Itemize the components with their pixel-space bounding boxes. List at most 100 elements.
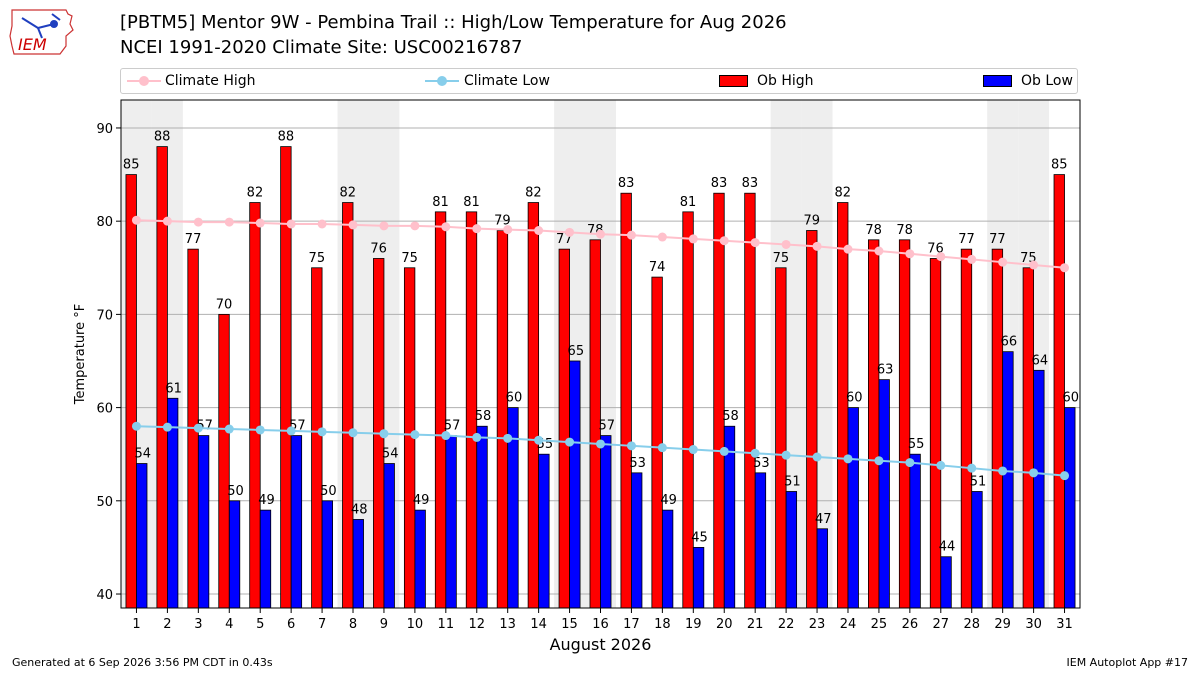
x-tick-label: 26 <box>902 617 919 632</box>
ob-low-label: 64 <box>1032 353 1049 368</box>
climate-low-point <box>162 422 172 432</box>
ob-low-bar <box>940 556 952 609</box>
climate-high-point <box>874 246 884 256</box>
climate-low-point <box>193 423 203 433</box>
y-tick-label: 60 <box>96 402 113 417</box>
iem-logo: IEM <box>9 9 74 55</box>
ob-high-label: 79 <box>494 213 511 228</box>
climate-high-point <box>410 221 420 231</box>
ob-low-label: 66 <box>1001 335 1018 350</box>
chart-title: [PBTM5] Mentor 9W - Pembina Trail :: Hig… <box>120 12 787 33</box>
legend-climate-high-label: Climate High <box>165 73 256 89</box>
ob-high-bar <box>496 230 509 609</box>
ob-low-label: 53 <box>753 456 770 471</box>
ob-high-label: 83 <box>711 176 728 191</box>
x-tick-label: 21 <box>747 617 764 632</box>
ob-high-label: 83 <box>742 176 759 191</box>
ob-low-label: 48 <box>351 502 368 517</box>
ob-high-label: 77 <box>185 232 202 247</box>
climate-low-point <box>224 424 234 434</box>
climate-low-point <box>874 456 884 466</box>
ob-high-label: 77 <box>958 232 975 247</box>
ob-high-label: 82 <box>247 186 264 201</box>
climate-high-point <box>596 229 605 239</box>
ob-low-label: 57 <box>444 419 461 434</box>
x-tick-label: 7 <box>318 617 326 632</box>
ob-low-bar <box>538 453 550 609</box>
ob-low-label: 60 <box>846 391 863 406</box>
ob-high-label: 78 <box>865 223 882 238</box>
ob-low-bar <box>228 500 241 609</box>
x-tick-label: 18 <box>654 617 671 632</box>
ob-high-label: 82 <box>339 186 356 201</box>
x-tick-label: 3 <box>194 617 202 632</box>
ob-low-label: 61 <box>165 381 182 396</box>
ob-high-bar <box>744 192 756 609</box>
ob-low-label: 55 <box>908 437 925 452</box>
climate-low-point <box>688 445 698 455</box>
ob-low-label: 58 <box>722 409 739 424</box>
generated-timestamp: Generated at 6 Sep 2026 3:56 PM CDT in 0… <box>12 656 273 669</box>
ob-low-bar <box>569 360 581 609</box>
climate-low-point <box>750 448 760 458</box>
climate-low-point <box>1029 468 1039 478</box>
climate-low-point <box>967 463 977 473</box>
ob-high-label: 81 <box>432 195 449 210</box>
chart-legend: Climate High Climate Low Ob High Ob Low <box>120 68 1078 94</box>
climate-low-point <box>503 433 513 443</box>
ob-low-label: 58 <box>475 409 492 424</box>
ob-low-bar <box>692 547 705 609</box>
weather-station-icon <box>21 13 61 39</box>
ob-high-label: 88 <box>154 130 171 145</box>
x-tick-label: 17 <box>623 617 640 632</box>
x-tick-label: 14 <box>530 617 547 632</box>
x-tick-label: 22 <box>778 617 795 632</box>
ob-low-label: 50 <box>227 484 244 499</box>
ob-low-bar <box>754 472 767 609</box>
climate-low-point <box>719 446 729 456</box>
climate-high-point <box>286 219 296 229</box>
ob-high-label: 79 <box>804 213 821 228</box>
ob-high-bar <box>156 146 168 609</box>
ob-low-label: 60 <box>506 391 523 406</box>
x-tick-label: 10 <box>407 617 424 632</box>
climate-high-point <box>131 215 141 225</box>
climate-low-point <box>998 466 1008 476</box>
climate-high-point <box>967 254 977 264</box>
climate-high-point <box>812 241 822 251</box>
ob-low-label: 57 <box>598 419 615 434</box>
legend-ob-low-label: Ob Low <box>1021 73 1073 89</box>
ob-high-bar <box>125 174 137 609</box>
x-tick-label: 4 <box>225 617 233 632</box>
climate-high-point <box>503 225 513 235</box>
climate-high-point <box>441 222 451 232</box>
ob-low-bar <box>1002 351 1014 609</box>
x-tick-label: 16 <box>592 617 609 632</box>
chart-subtitle: NCEI 1991-2020 Climate Site: USC00216787 <box>120 37 523 58</box>
ob-high-bar <box>775 267 787 609</box>
x-tick-label: 2 <box>163 617 171 632</box>
ob-high-label: 82 <box>525 186 542 201</box>
climate-high-point <box>565 227 575 237</box>
ob-low-label: 47 <box>815 512 832 527</box>
ob-low-bar <box>476 425 488 609</box>
logo-text: IEM <box>18 35 47 54</box>
y-tick-label: 50 <box>96 495 113 510</box>
ob-high-label: 83 <box>618 176 635 191</box>
ob-low-bar <box>445 435 457 609</box>
ob-low-bar <box>661 509 674 609</box>
ob-low-label: 50 <box>320 484 337 499</box>
climate-low-point <box>131 421 141 431</box>
climate-low-point <box>317 427 327 437</box>
plot-frame <box>120 99 1081 609</box>
climate-low-point <box>812 452 822 462</box>
x-tick-label: 29 <box>994 617 1011 632</box>
climate-low-point <box>286 426 296 436</box>
climate-high-point <box>348 220 358 230</box>
ob-low-label: 44 <box>939 540 956 555</box>
ob-high-bar <box>434 211 447 609</box>
ob-high-bar <box>527 202 540 609</box>
climate-high-point <box>224 217 234 227</box>
x-tick-label: 5 <box>256 617 264 632</box>
climate-high-point <box>379 221 389 231</box>
